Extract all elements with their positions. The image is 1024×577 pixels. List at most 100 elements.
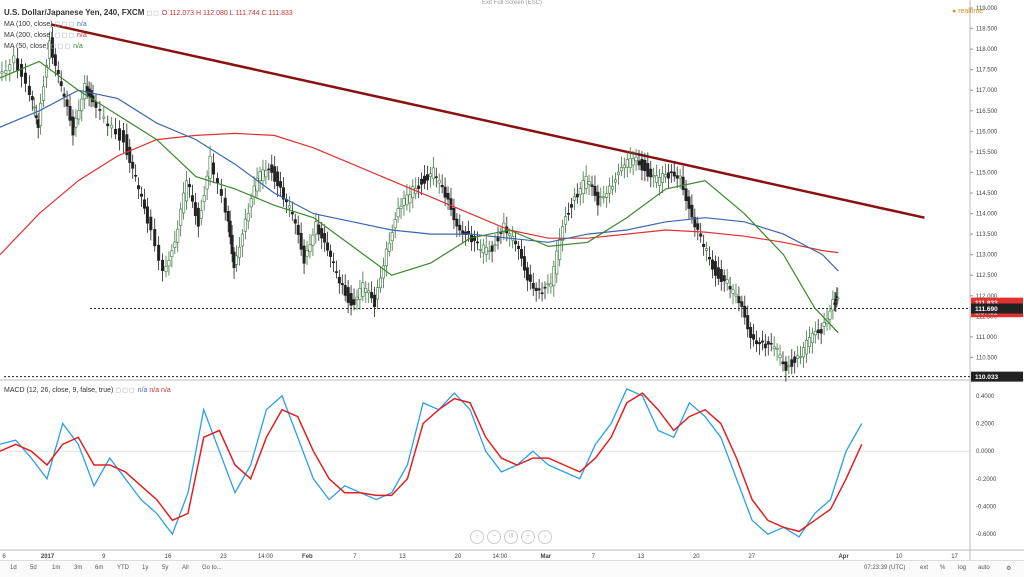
ma100-settings-icon[interactable]: ◻◻◻	[54, 21, 76, 28]
candle-body	[258, 171, 262, 182]
range-1m[interactable]: 1m	[52, 565, 61, 571]
candle-body	[514, 240, 518, 245]
candle-body	[734, 293, 738, 297]
ma50-settings-icon[interactable]: ◻◻◻	[50, 43, 72, 50]
range-5y[interactable]: 5y	[162, 565, 169, 571]
candle-body	[619, 167, 623, 172]
ohlc-values: O 112.073 H 112.080 L 111.744 C 111.833	[161, 10, 293, 17]
candle-body	[693, 217, 697, 228]
candle-body	[746, 315, 750, 330]
range-all[interactable]: All	[182, 565, 189, 571]
range-5d[interactable]: 5d	[30, 565, 37, 571]
trendline	[50, 23, 925, 219]
range-6m[interactable]: 6m	[95, 565, 104, 571]
candle-body	[796, 355, 800, 359]
candle-body	[270, 164, 274, 173]
opt-auto[interactable]: auto	[978, 565, 990, 571]
macd-settings-icon[interactable]: ◻◻◻	[115, 387, 136, 394]
candle-body	[517, 245, 521, 250]
candle-body	[320, 228, 324, 239]
candle-body	[199, 210, 203, 219]
candle-body	[643, 160, 647, 172]
price-tick-label: 113.000	[976, 253, 998, 259]
candle-body	[646, 163, 650, 177]
candle-body	[755, 340, 759, 345]
candle-body	[302, 245, 306, 264]
candle-body	[219, 189, 223, 196]
time-tick-label: 2017	[41, 554, 55, 560]
price-tick-label: 114.000	[976, 212, 998, 218]
go-to-button[interactable]: Go to...	[202, 565, 222, 571]
candle-body	[475, 241, 479, 244]
legend-settings-icon[interactable]: ◻◻	[146, 10, 160, 17]
candle-body	[378, 277, 382, 289]
candle-body	[276, 171, 280, 187]
ma200-settings-icon[interactable]: ◻◻◻	[54, 32, 76, 39]
realtime-indicator: ● realtime	[952, 8, 984, 15]
candle-body	[149, 216, 153, 231]
macd-signal-line	[0, 392, 863, 533]
ma200-label: MA (200, close)	[4, 32, 53, 39]
candle-body	[331, 261, 335, 264]
settings-gear-icon[interactable]: ⚙	[1006, 566, 1012, 572]
candle-body	[232, 251, 236, 269]
opt-log[interactable]: log	[958, 565, 967, 571]
reset-icon[interactable]: ↺	[504, 530, 518, 544]
scroll-right-icon[interactable]: ›	[538, 530, 552, 544]
macd-signal-value: n/a	[149, 387, 160, 394]
zoom-out-icon[interactable]: −	[487, 530, 501, 544]
candle-body	[355, 296, 359, 300]
candle-body	[810, 332, 814, 343]
candle-body	[593, 186, 597, 196]
candle-body	[50, 37, 54, 58]
candle-body	[637, 160, 641, 166]
legend-main: U.S. Dollar/Japanese Yen, 240, FXCM ◻◻ O…	[4, 8, 293, 18]
candle-body	[631, 158, 635, 166]
macd-tick-label: -0.6000	[976, 532, 997, 538]
candle-body	[173, 241, 177, 248]
candle-body	[334, 271, 338, 273]
candle-body	[396, 208, 400, 218]
opt-percent[interactable]: %	[940, 565, 946, 571]
candle-body	[587, 181, 591, 185]
candle-body	[599, 196, 603, 198]
candle-body	[211, 162, 215, 175]
macd-tick-label: 0.4000	[976, 394, 995, 400]
candle-body	[140, 193, 144, 197]
candle-body	[455, 218, 459, 227]
candle-body	[561, 226, 565, 241]
candle-body	[766, 341, 770, 345]
candle-body	[681, 176, 685, 190]
price-tag-box	[971, 371, 1023, 382]
candle-body	[390, 232, 394, 242]
range-1y[interactable]: 1y	[142, 565, 149, 571]
candle-body	[261, 169, 265, 182]
exit-fullscreen-label[interactable]: Exit Full Screen (ESC)	[482, 0, 543, 6]
opt-ext[interactable]: ext	[920, 565, 929, 571]
candle-body	[343, 285, 347, 296]
candle-body	[185, 180, 189, 202]
candle-body	[634, 156, 638, 162]
candle-body	[440, 184, 444, 188]
price-tick-label: 115.000	[976, 170, 998, 176]
candle-body	[208, 156, 212, 179]
candle-body	[508, 233, 512, 236]
candle-body	[364, 288, 368, 293]
candle-body	[499, 232, 503, 234]
candle-body	[663, 174, 667, 178]
price-tick-label: 117.500	[976, 68, 998, 74]
candle-body	[249, 198, 253, 208]
range-3m[interactable]: 3m	[74, 565, 83, 571]
zoom-in-icon[interactable]: +	[521, 530, 535, 544]
range-ytd[interactable]: YTD	[117, 565, 129, 571]
candle-body	[237, 246, 241, 258]
candle-body	[534, 287, 538, 291]
candle-body	[731, 289, 735, 294]
scroll-left-icon[interactable]: ‹	[470, 530, 484, 544]
range-1d[interactable]: 1d	[10, 565, 17, 571]
candle-body	[30, 96, 34, 101]
candle-body	[373, 294, 377, 308]
candle-body	[117, 128, 121, 141]
candle-body	[381, 265, 385, 279]
